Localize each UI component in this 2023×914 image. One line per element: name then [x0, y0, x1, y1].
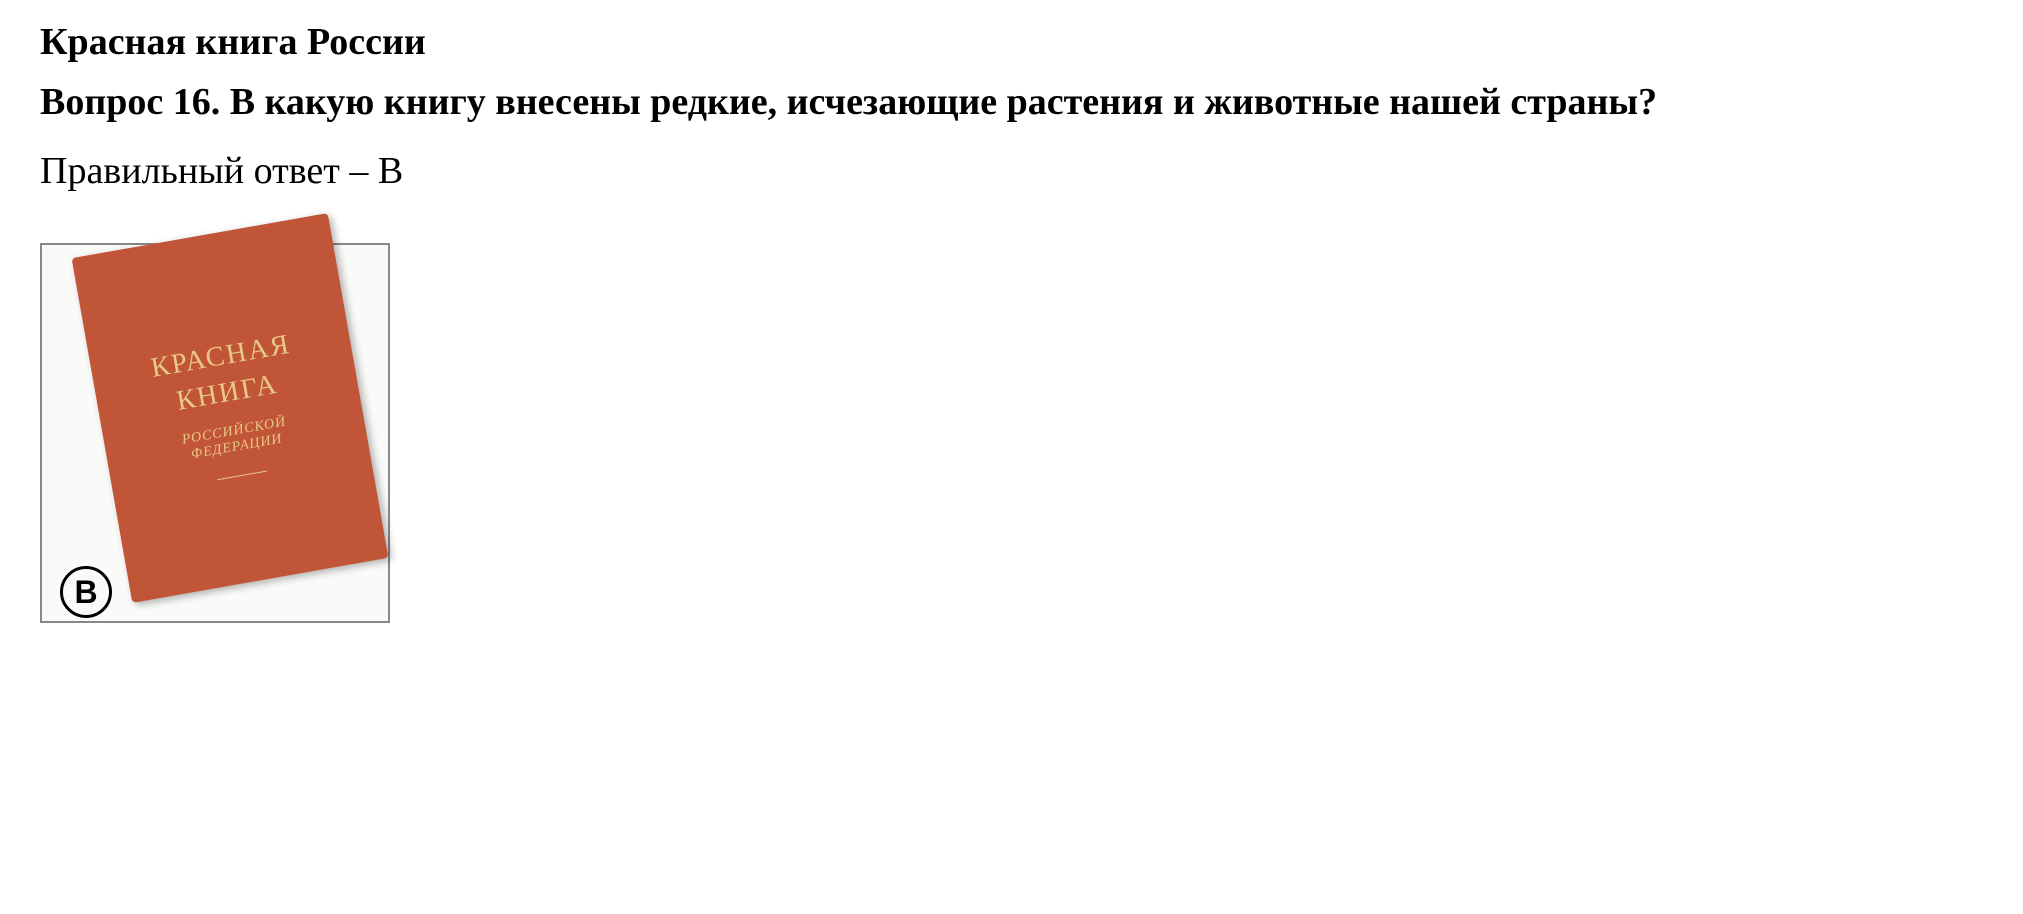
section-title: Красная книга России	[40, 20, 1983, 64]
answer-image-container: КРАСНАЯ КНИГА РОССИЙСКОЙ ФЕДЕРАЦИИ В	[40, 223, 400, 633]
question-body: В какую книгу внесены редкие, исчезающие…	[230, 81, 1657, 123]
question-number: Вопрос 16.	[40, 81, 220, 123]
book-decorative-line	[217, 470, 266, 480]
option-letter: В	[74, 574, 97, 611]
correct-answer: Правильный ответ – В	[40, 149, 1983, 193]
option-badge: В	[60, 566, 112, 618]
question-text: Вопрос 16. В какую книгу внесены редкие,…	[40, 74, 1983, 131]
